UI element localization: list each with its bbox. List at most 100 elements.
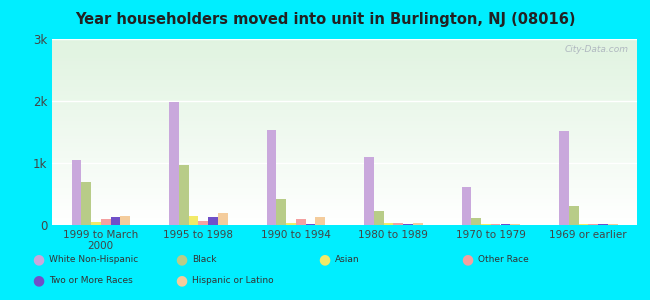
Text: Year householders moved into unit in Burlington, NJ (08016): Year householders moved into unit in Bur… <box>75 12 575 27</box>
Bar <box>169 102 179 225</box>
Bar <box>218 213 227 225</box>
Bar <box>52 76 637 80</box>
Bar <box>569 206 578 225</box>
Text: City-Data.com: City-Data.com <box>564 45 628 54</box>
Bar <box>276 199 286 225</box>
Bar <box>52 39 637 43</box>
Text: ●: ● <box>32 253 45 266</box>
Text: Other Race: Other Race <box>478 255 528 264</box>
Bar <box>120 216 130 225</box>
Bar <box>111 217 120 225</box>
Bar <box>52 203 637 206</box>
Bar <box>52 184 637 188</box>
Bar <box>266 130 276 225</box>
Text: ●: ● <box>176 274 188 287</box>
Text: White Non-Hispanic: White Non-Hispanic <box>49 255 138 264</box>
Bar <box>481 224 491 225</box>
Text: ●: ● <box>176 253 188 266</box>
Bar <box>52 69 637 73</box>
Bar <box>52 61 637 65</box>
Bar <box>559 131 569 225</box>
Bar <box>81 182 91 225</box>
Bar <box>598 224 608 225</box>
Bar <box>52 113 637 117</box>
Bar <box>384 223 393 225</box>
Text: ●: ● <box>462 253 474 266</box>
Bar <box>52 136 637 140</box>
Bar <box>52 147 637 151</box>
Bar <box>296 219 306 225</box>
Bar <box>403 224 413 225</box>
Bar <box>588 224 598 225</box>
Bar <box>72 160 81 225</box>
Bar <box>393 223 403 225</box>
Text: ●: ● <box>318 253 331 266</box>
Bar <box>52 210 637 214</box>
Bar <box>578 224 588 225</box>
Bar <box>52 73 637 76</box>
Bar <box>374 211 383 225</box>
Bar <box>52 180 637 184</box>
Bar <box>52 46 637 50</box>
Bar <box>52 140 637 143</box>
Bar <box>52 206 637 210</box>
Bar <box>52 151 637 154</box>
Text: ●: ● <box>32 274 45 287</box>
Bar <box>306 224 315 225</box>
Bar <box>471 218 481 225</box>
Bar <box>52 169 637 173</box>
Bar <box>52 191 637 195</box>
Bar <box>286 223 296 225</box>
Bar <box>52 124 637 128</box>
Bar <box>52 199 637 203</box>
Bar <box>413 223 422 225</box>
Bar <box>52 91 637 95</box>
Bar <box>52 58 637 61</box>
Bar <box>179 166 188 225</box>
Bar <box>52 162 637 166</box>
Bar <box>52 54 637 58</box>
Bar <box>52 50 637 54</box>
Bar <box>315 217 325 225</box>
Bar <box>52 65 637 69</box>
Text: Black: Black <box>192 255 216 264</box>
Bar <box>52 177 637 180</box>
Bar <box>52 128 637 132</box>
Bar <box>52 80 637 84</box>
Bar <box>52 117 637 121</box>
Bar <box>52 84 637 87</box>
Bar <box>208 217 218 225</box>
Bar <box>462 187 471 225</box>
Bar <box>608 224 617 225</box>
Bar <box>52 106 637 110</box>
Bar <box>52 132 637 136</box>
Bar <box>52 43 637 46</box>
Bar <box>198 221 208 225</box>
Bar <box>52 214 637 217</box>
Bar <box>52 98 637 102</box>
Bar <box>52 102 637 106</box>
Bar <box>52 195 637 199</box>
Text: Asian: Asian <box>335 255 359 264</box>
Bar <box>52 87 637 91</box>
Bar <box>491 224 500 225</box>
Bar <box>101 219 111 225</box>
Text: Hispanic or Latino: Hispanic or Latino <box>192 276 274 285</box>
Bar <box>52 218 637 221</box>
Bar <box>52 166 637 169</box>
Bar <box>510 224 520 225</box>
Bar <box>52 188 637 191</box>
Bar <box>91 222 101 225</box>
Bar <box>52 121 637 124</box>
Bar <box>52 221 637 225</box>
Bar <box>188 216 198 225</box>
Bar <box>52 158 637 162</box>
Bar <box>52 173 637 177</box>
Bar <box>52 143 637 147</box>
Bar <box>52 154 637 158</box>
Text: Two or More Races: Two or More Races <box>49 276 133 285</box>
Bar <box>52 110 637 113</box>
Bar <box>500 224 510 225</box>
Bar <box>364 157 374 225</box>
Bar <box>52 95 637 98</box>
